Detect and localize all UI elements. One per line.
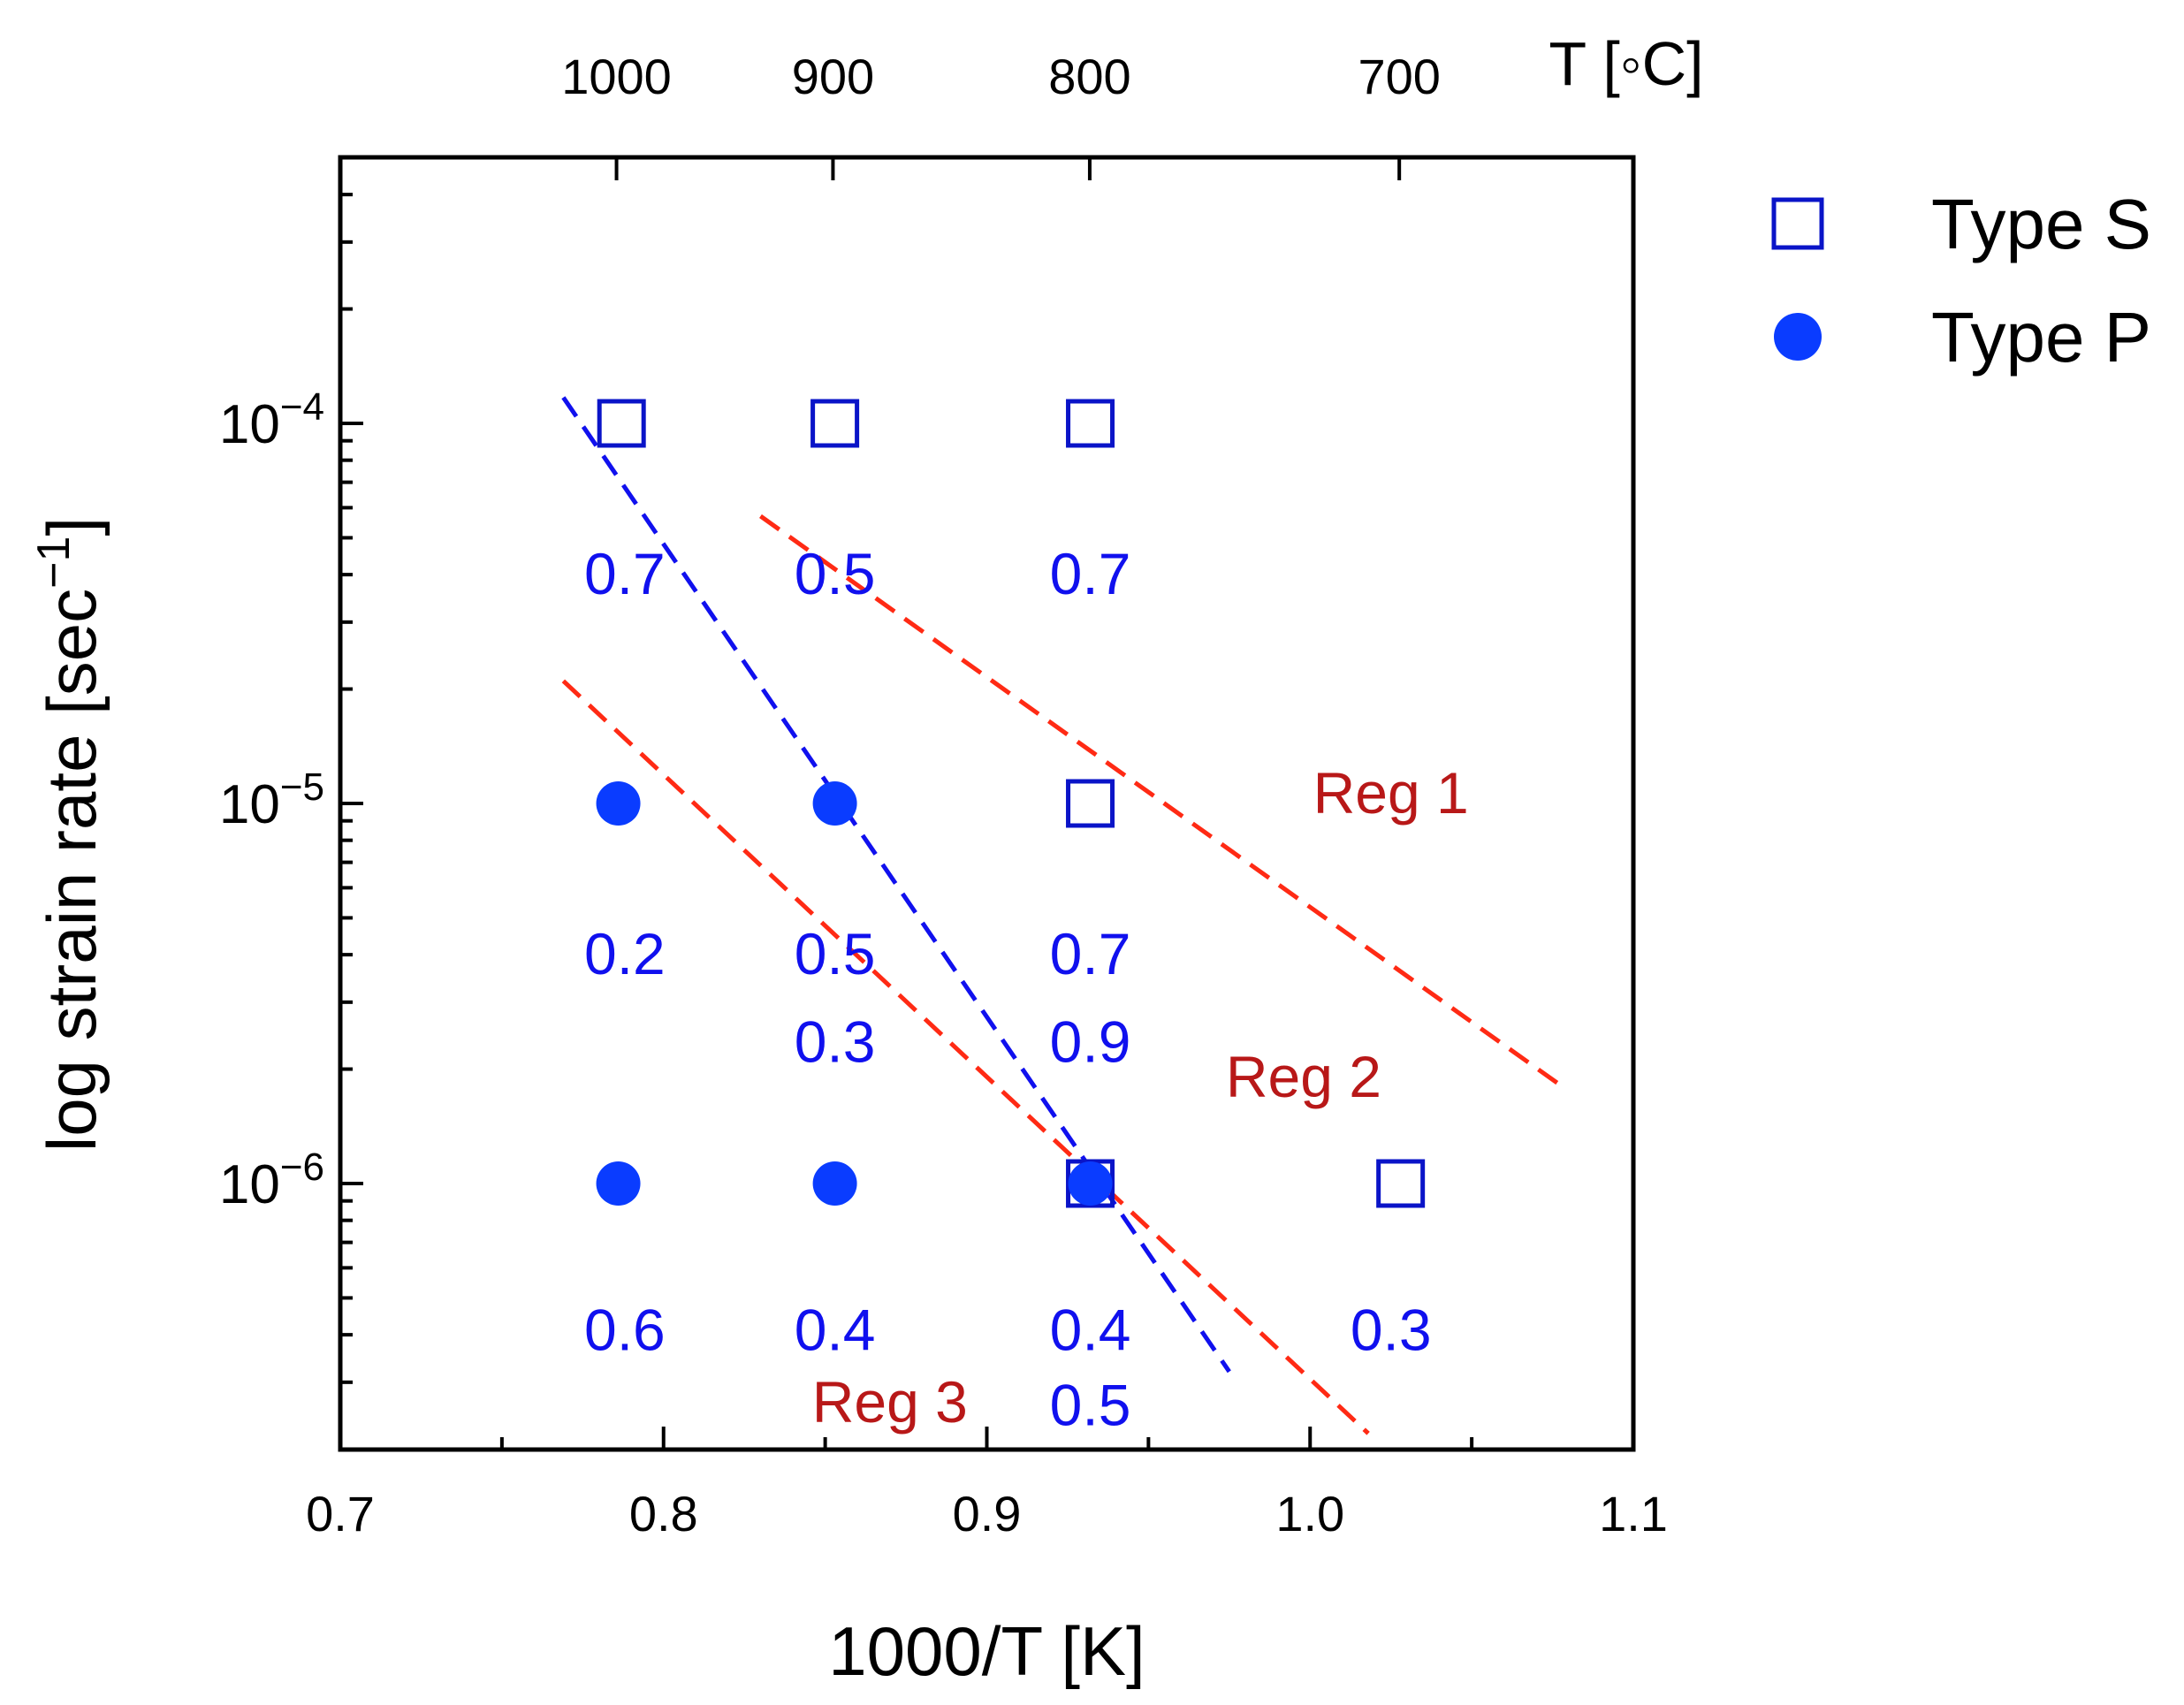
type-p-marker (596, 781, 641, 826)
top-tick-label: 800 (1048, 49, 1130, 104)
y-tick-label: 10−6 (219, 1146, 324, 1215)
y-tick-exponent: −4 (280, 385, 324, 429)
top-axis-title: T [◦C] (1549, 29, 1703, 98)
value-label: 0.7 (584, 541, 666, 606)
y-axis-title-close: ] (33, 517, 110, 537)
region-label: Reg 2 (1226, 1044, 1381, 1109)
value-label: 0.9 (1050, 1009, 1131, 1074)
type-s-marker (1066, 399, 1115, 448)
type-p-marker (596, 1161, 641, 1206)
region-label: Reg 3 (812, 1369, 968, 1435)
data-points (596, 399, 1426, 1208)
red-boundary-lower (561, 679, 1370, 1435)
legend-label: Type P (1931, 298, 2151, 377)
tick-marks (339, 156, 1635, 1451)
value-label: 0.4 (795, 1298, 876, 1363)
legend-type-s-marker (1771, 197, 1824, 250)
legend-label: Type S (1931, 185, 2151, 263)
red-boundary-upper (759, 514, 1564, 1089)
value-label: 0.3 (795, 1009, 876, 1074)
type-s-marker (597, 399, 646, 448)
top-tick-label: 1000 (561, 49, 672, 104)
boundary-lines (561, 396, 1564, 1435)
top-tick-label: 900 (792, 49, 874, 104)
value-label: 0.5 (1050, 1373, 1131, 1438)
type-p-marker (1068, 1161, 1113, 1206)
y-tick-exponent: −6 (280, 1146, 324, 1189)
y-tick-base: 10 (219, 774, 280, 835)
x-tick-label: 0.9 (953, 1486, 1022, 1541)
x-tick-label: 1.0 (1275, 1486, 1344, 1541)
y-axis-title: log strain rate [sec−1] (28, 517, 110, 1152)
value-label: 0.6 (584, 1298, 666, 1363)
legend-type-p-marker (1774, 313, 1822, 361)
type-p-marker (812, 781, 857, 826)
blue-boundary (561, 396, 1231, 1374)
y-tick-base: 10 (219, 1154, 280, 1215)
y-tick-label: 10−5 (219, 765, 324, 835)
value-label: 0.3 (1351, 1298, 1432, 1363)
type-p-marker (812, 1161, 857, 1206)
value-label: 0.4 (1050, 1298, 1131, 1363)
y-tick-exponent: −5 (280, 765, 324, 809)
value-label: 0.7 (1050, 541, 1131, 606)
value-label: 0.2 (584, 921, 666, 986)
y-axis-title-main: log strain rate [sec (33, 589, 110, 1152)
legend: Type S Type P (1771, 185, 2151, 377)
x-tick-label: 1.1 (1599, 1486, 1668, 1541)
y-axis-title-superscript: −1 (28, 537, 80, 589)
x-axis-title: 1000/T [K] (828, 1612, 1145, 1690)
annotations: 0.7 0.5 0.7 0.2 0.5 0.3 0.7 0.9 0.6 0.4 0.4 0.5 0.3 R… (584, 541, 1469, 1437)
y-tick-base: 10 (219, 394, 280, 455)
top-tick-label: 700 (1358, 49, 1440, 104)
type-s-marker (1376, 1159, 1426, 1208)
axis-titles: 1000/T [K] log strain rate [sec−1] T [◦C… (28, 29, 1704, 1690)
value-label: 0.5 (795, 541, 876, 606)
y-tick-label: 10−4 (219, 385, 324, 455)
value-label: 0.7 (1050, 921, 1131, 986)
region-label: Reg 1 (1313, 760, 1469, 826)
x-tick-label: 0.7 (306, 1486, 375, 1541)
type-s-marker (810, 399, 860, 448)
x-tick-label: 0.8 (629, 1486, 698, 1541)
type-s-marker (1066, 779, 1115, 828)
value-label: 0.5 (795, 921, 876, 986)
